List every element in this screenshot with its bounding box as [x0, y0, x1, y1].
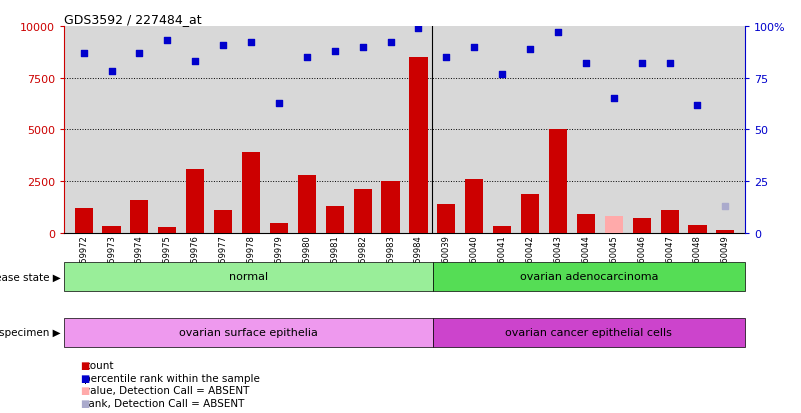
Point: [189, 59, 202, 65]
Point: [663, 61, 676, 67]
Point: [133, 50, 146, 57]
Bar: [64, 318, 433, 347]
Point: [496, 71, 509, 78]
Text: value, Detection Call = ABSENT: value, Detection Call = ABSENT: [84, 385, 249, 395]
Point: [77, 50, 90, 57]
Point: [217, 42, 230, 49]
Point: [524, 46, 537, 53]
Text: GDS3592 / 227484_at: GDS3592 / 227484_at: [64, 13, 202, 26]
Text: ■: ■: [80, 398, 90, 408]
Bar: [433, 262, 745, 291]
Bar: [103, 226, 121, 233]
Bar: [298, 176, 316, 233]
Point: [105, 69, 118, 76]
Text: ■: ■: [80, 361, 90, 370]
Bar: [409, 58, 428, 233]
Bar: [549, 130, 567, 233]
Text: normal: normal: [229, 272, 268, 282]
Point: [440, 55, 453, 61]
Bar: [214, 211, 232, 233]
Point: [272, 100, 285, 107]
Point: [579, 61, 592, 67]
Text: disease state ▶: disease state ▶: [0, 272, 61, 282]
Text: count: count: [84, 361, 114, 370]
Bar: [605, 217, 623, 233]
Point: [607, 96, 620, 102]
Text: ovarian adenocarcinoma: ovarian adenocarcinoma: [520, 272, 658, 282]
Bar: [74, 209, 93, 233]
Text: ovarian surface epithelia: ovarian surface epithelia: [179, 328, 318, 337]
Bar: [381, 182, 400, 233]
Bar: [521, 194, 539, 233]
Point: [635, 61, 648, 67]
Point: [468, 44, 481, 51]
Bar: [353, 190, 372, 233]
Point: [719, 203, 732, 210]
Bar: [186, 169, 204, 233]
Text: ■: ■: [80, 385, 90, 395]
Text: rank, Detection Call = ABSENT: rank, Detection Call = ABSENT: [84, 398, 244, 408]
Point: [300, 55, 313, 61]
Bar: [433, 318, 745, 347]
Point: [384, 40, 397, 47]
Point: [161, 38, 174, 45]
Point: [244, 40, 257, 47]
Point: [552, 30, 565, 36]
Bar: [633, 219, 650, 233]
Point: [691, 102, 704, 109]
Text: ■: ■: [80, 373, 90, 383]
Bar: [131, 200, 148, 233]
Text: ovarian cancer epithelial cells: ovarian cancer epithelial cells: [505, 328, 672, 337]
Bar: [661, 211, 678, 233]
Bar: [716, 230, 735, 233]
Bar: [437, 204, 456, 233]
Point: [356, 44, 369, 51]
Bar: [326, 206, 344, 233]
Bar: [465, 180, 483, 233]
Bar: [159, 227, 176, 233]
Bar: [688, 225, 706, 233]
Bar: [493, 226, 511, 233]
Point: [328, 48, 341, 55]
Text: specimen ▶: specimen ▶: [0, 328, 61, 337]
Text: percentile rank within the sample: percentile rank within the sample: [84, 373, 260, 383]
Bar: [270, 223, 288, 233]
Bar: [64, 262, 433, 291]
Point: [412, 26, 425, 32]
Bar: [242, 153, 260, 233]
Bar: [577, 215, 595, 233]
